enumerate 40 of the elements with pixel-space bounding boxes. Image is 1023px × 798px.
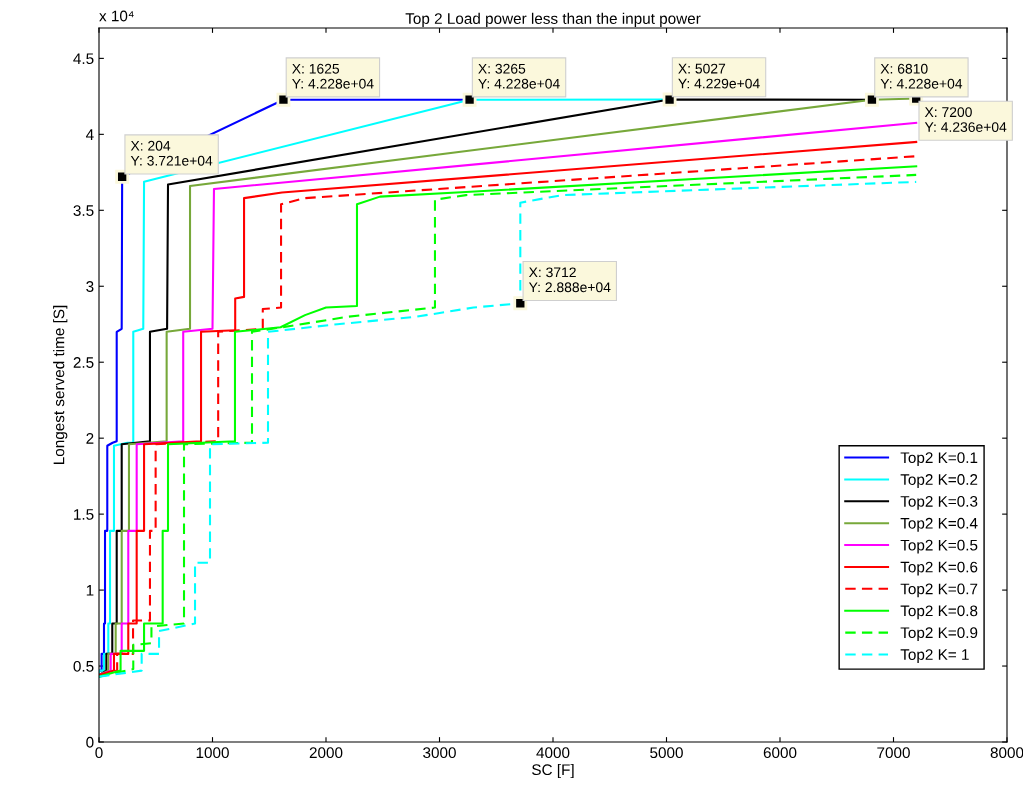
x-tick-label: 3000	[423, 747, 456, 759]
y-tick-label: 1.5	[74, 509, 94, 520]
legend-label: Top2 K=0.6	[900, 561, 978, 576]
legend-label: Top2 K=0.2	[900, 474, 978, 488]
y-tick-label: 3.5	[73, 205, 94, 216]
x-tick-label: 5000	[650, 747, 683, 759]
annotation: X: 3712 Y: 2.888e+04	[528, 267, 611, 293]
annotation: X: 5027 Y: 4.229e+04	[678, 63, 760, 89]
y-tick-label: 2.5	[73, 357, 94, 368]
legend-label: Top2 K=0.5	[900, 539, 978, 554]
y-tick-label: 4	[85, 129, 94, 140]
annotation: X: 3265 Y: 4.228e+04	[478, 63, 560, 89]
x-tick-label: 4000	[536, 747, 570, 759]
x-tick-label: 6000	[763, 747, 797, 759]
x-tick-label: 8000	[990, 747, 1023, 759]
y-axis-title: Longest served time [S]	[53, 305, 68, 464]
annotation: X: 7200 Y: 4.236e+04	[924, 107, 1007, 132]
y-tick-label: 1	[86, 585, 94, 596]
y-tick-label: 2	[86, 433, 94, 444]
annotation: X: 204 Y: 3.721e+04	[130, 140, 213, 166]
x-tick-label: 7000	[877, 747, 910, 759]
y-tick-label: 3	[86, 281, 94, 292]
legend-label: Top2 K=0.3	[900, 495, 978, 510]
text: x 10⁴	[99, 10, 134, 22]
legend-label: Top2 K=0.9	[900, 627, 978, 642]
y-tick-label: 4.5	[73, 53, 94, 65]
y-tick-label: 0.5	[73, 660, 94, 672]
chart-title: Top 2 Load power less than the input power	[405, 12, 701, 27]
x-tick-label: 1000	[196, 747, 229, 759]
x-tick-label: 0	[95, 747, 103, 759]
legend-label: Top2 K=0.1	[900, 452, 978, 467]
x-axis-title: SC [F]	[532, 763, 574, 779]
annotation: X: 1625 Y: 4.228e+04	[292, 63, 374, 89]
legend-label: Top2 K=0.4	[900, 517, 978, 532]
legend-label: Top2 K= 1	[900, 649, 969, 663]
legend-label: Top2 K=0.8	[900, 605, 978, 620]
annotation: X: 6810 Y: 4.228e+04	[880, 63, 963, 89]
y-tick-label: 0	[86, 736, 94, 748]
x-tick-label: 2000	[309, 747, 343, 759]
legend-label: Top2 K=0.7	[900, 583, 978, 598]
